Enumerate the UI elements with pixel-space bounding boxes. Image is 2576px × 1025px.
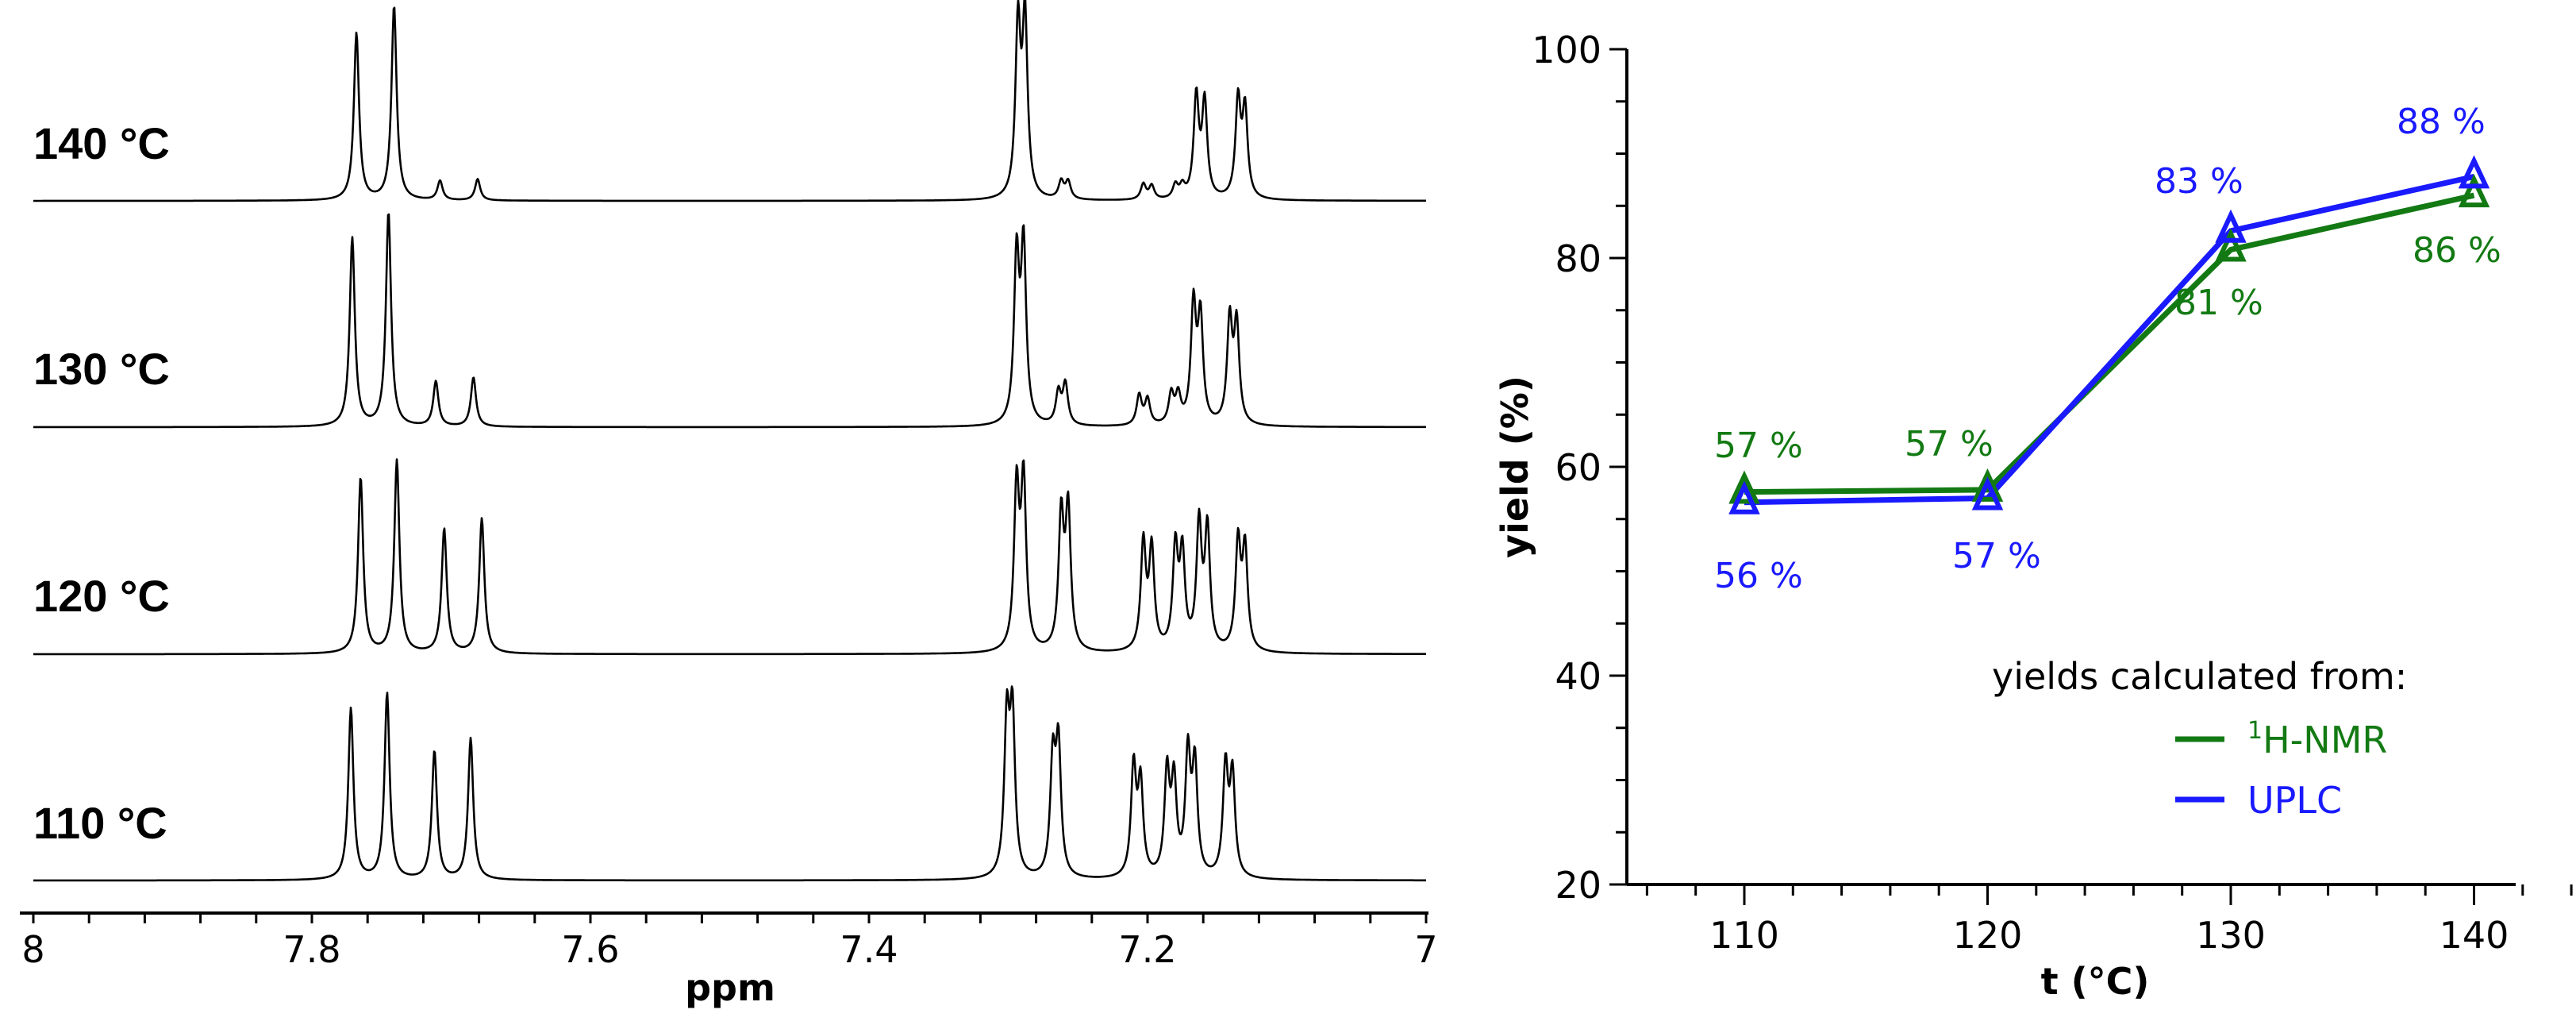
- triangle-marker: [1728, 470, 1760, 504]
- y-tick-label: 100: [1532, 29, 1601, 71]
- nmr-trace: [33, 458, 1427, 656]
- ppm-tick-label: 7.4: [840, 928, 898, 971]
- x-tick-label: 120: [1953, 914, 2023, 957]
- nmr-data-label: 86 %: [2413, 230, 2501, 271]
- legend-sup: 1: [2247, 717, 2263, 745]
- triangle-marker: [1728, 480, 1760, 514]
- x-axis-label: t (°C): [2041, 960, 2150, 1003]
- uplc-data-label: 88 %: [2397, 102, 2486, 142]
- triangle-marker: [2458, 174, 2490, 208]
- triangle-marker: [1971, 468, 2004, 502]
- ppm-tick-label: 7.8: [283, 928, 340, 971]
- temperature-label: 120 °C: [33, 571, 170, 621]
- ppm-axis-label: ppm: [685, 966, 775, 1009]
- series-line-uplc: [1744, 173, 2475, 506]
- temperature-labels: 140 °C 130 °C 120 °C 110 °C: [33, 118, 170, 848]
- yield-chart-panel: 20 40 60 80 100 110 120 130 140 yield (%) t (°C)…: [1494, 29, 2573, 1003]
- triangle-marker: [1971, 476, 2004, 511]
- ppm-axis-ticks: 8 7.8 7.6 7.4 7.2 7: [21, 913, 1438, 971]
- y-axis-label: yield (%): [1494, 376, 1536, 558]
- y-tick-label: 60: [1555, 446, 1601, 489]
- axis-ticks: 20 40 60 80 100 110 120 130 140: [1532, 29, 2573, 957]
- temperature-label: 130 °C: [33, 344, 170, 394]
- legend-text: H-NMR: [2263, 719, 2387, 761]
- x-tick-label: 140: [2440, 914, 2509, 957]
- data-labels: 57 % 57 % 81 % 86 % 56 % 57 % 83 % 88 %: [1714, 102, 2501, 596]
- y-tick-label: 20: [1555, 864, 1601, 907]
- ppm-tick-label: 7: [1414, 928, 1437, 971]
- uplc-data-label: 83 %: [2155, 161, 2243, 202]
- nmr-traces: [33, 0, 1427, 882]
- nmr-data-label: 57 %: [1714, 426, 1803, 466]
- uplc-data-label: 57 %: [1952, 536, 2041, 576]
- series-line-nmr: [1744, 192, 2475, 495]
- ppm-tick-label: 8: [21, 928, 44, 971]
- nmr-data-label: 57 %: [1905, 424, 1994, 464]
- triangle-marker: [2215, 228, 2247, 262]
- ppm-tick-label: 7.2: [1118, 928, 1176, 971]
- uplc-data-label: 56 %: [1714, 556, 1803, 596]
- legend-title: yields calculated from:: [1992, 655, 2407, 698]
- nmr-trace: [33, 0, 1427, 202]
- x-tick-label: 110: [1709, 914, 1779, 957]
- y-tick-label: 80: [1555, 237, 1601, 280]
- nmr-trace: [33, 213, 1427, 429]
- y-tick-label: 40: [1555, 655, 1601, 698]
- temperature-label: 140 °C: [33, 118, 170, 168]
- triangle-marker: [2215, 209, 2247, 243]
- yield-series: [1728, 155, 2490, 514]
- triangle-marker: [2458, 155, 2490, 189]
- nmr-trace: [33, 685, 1427, 882]
- temperature-label: 110 °C: [33, 798, 167, 848]
- legend-label-nmr: 1H-NMR: [2247, 717, 2387, 761]
- ppm-tick-label: 7.6: [561, 928, 619, 971]
- x-tick-label: 130: [2196, 914, 2266, 957]
- nmr-data-label: 81 %: [2174, 283, 2263, 323]
- legend: yields calculated from: 1H-NMR UPLC: [1992, 655, 2407, 822]
- legend-label-uplc: UPLC: [2247, 779, 2342, 822]
